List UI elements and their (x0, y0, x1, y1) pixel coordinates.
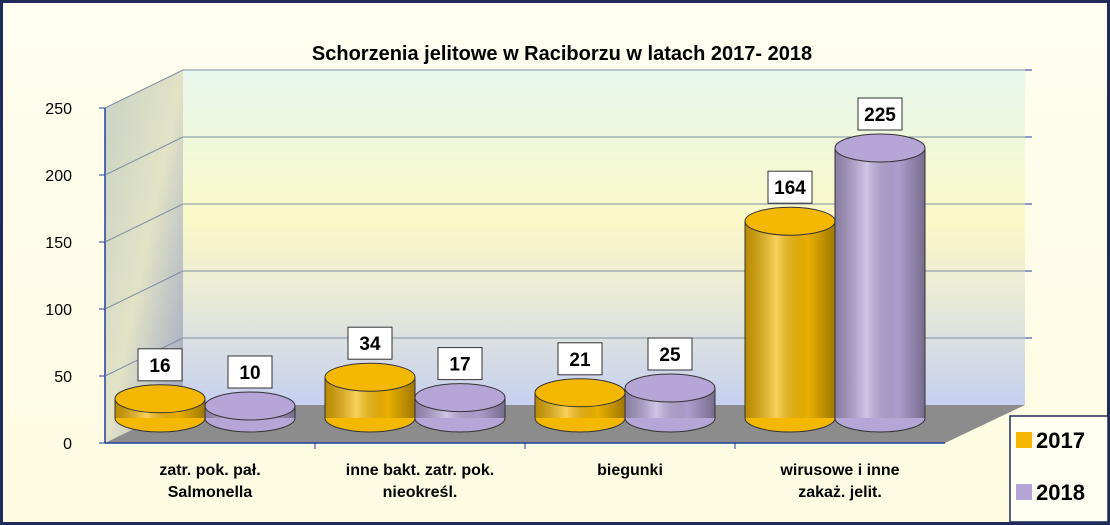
value-label: 34 (359, 334, 381, 355)
y-tick-label: 100 (45, 302, 72, 319)
legend-swatch (1016, 484, 1032, 500)
legend-label: 2018 (1036, 480, 1085, 505)
value-label: 17 (449, 355, 470, 376)
y-tick-label: 50 (54, 369, 72, 386)
bar-top (414, 383, 506, 413)
value-label-box (557, 342, 603, 376)
value-label: 10 (239, 363, 260, 384)
y-tick-label: 0 (63, 436, 72, 453)
bar-top (834, 133, 926, 163)
bar-top (204, 391, 296, 421)
grid-line (104, 69, 184, 109)
bar-top (534, 378, 626, 408)
y-tick-label: 150 (45, 235, 72, 252)
chart-title: Schorzenia jelitowe w Raciborzu w latach… (312, 43, 812, 65)
bar-top (624, 373, 716, 403)
value-label-box (647, 337, 693, 371)
legend-label: 2017 (1036, 428, 1085, 453)
x-tick-label: wirusowe i inne zakaż. jelit. (780, 462, 900, 501)
legend-swatch (1016, 432, 1032, 448)
value-label: 25 (659, 345, 681, 366)
grid-line (104, 203, 184, 243)
value-label-box (767, 170, 813, 204)
value-label-box (137, 348, 183, 382)
value-label: 225 (864, 105, 896, 126)
value-label: 21 (569, 350, 591, 371)
x-tick-label: zatr. pok. pał. Salmonella (159, 462, 261, 501)
value-label: 16 (149, 356, 170, 377)
grid-line (104, 270, 184, 310)
x-tick-label: inne bakt. zatr. pok. nieokreśl. (345, 462, 495, 501)
x-tick-label: biegunki (597, 462, 663, 479)
y-tick-label: 250 (45, 101, 72, 118)
y-tick-label: 200 (45, 168, 72, 185)
value-label-box (857, 97, 903, 131)
value-label-box (437, 347, 483, 381)
grid-line (104, 136, 184, 176)
bar-shade (745, 221, 835, 418)
value-label: 164 (774, 178, 806, 199)
value-label-box (227, 355, 273, 389)
bar-shade (835, 148, 925, 418)
bar-top (114, 384, 206, 414)
bar-top (744, 206, 836, 236)
value-label-box (347, 326, 393, 360)
bar-top (324, 362, 416, 392)
